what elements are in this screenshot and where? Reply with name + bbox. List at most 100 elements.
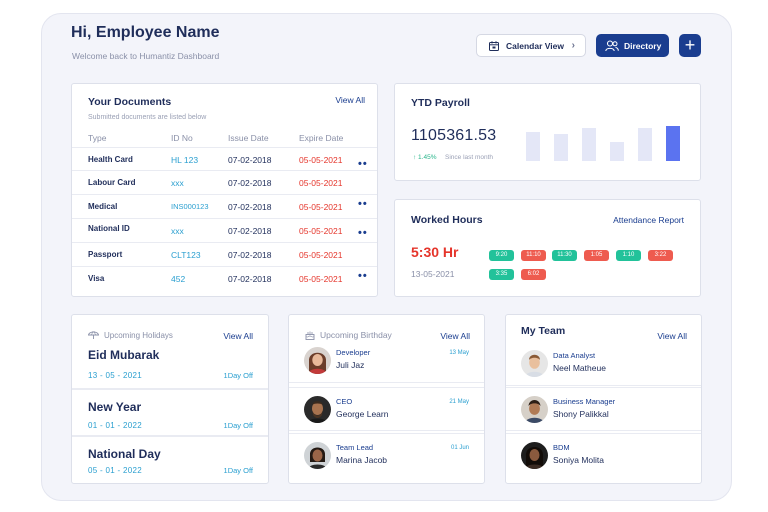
payroll-bar <box>610 142 624 161</box>
holidays-view-all-link[interactable]: View All <box>223 331 253 341</box>
worked-hours-date: 13-05-2021 <box>411 269 455 279</box>
table-row[interactable]: Passport CLT123 07-02-2018 05-05-2021 <box>72 243 377 267</box>
doc-issue-date: 07-02-2018 <box>228 274 272 284</box>
list-item[interactable]: Developer Juli Jaz 13 May <box>289 339 484 383</box>
avatar <box>521 350 548 377</box>
doc-expire-date: 05-05-2021 <box>299 226 343 236</box>
doc-id: HL 123 <box>171 155 199 165</box>
more-options-icon[interactable]: •• <box>358 198 368 210</box>
time-pill: 3:35 <box>489 269 514 280</box>
payroll-change: ↑ 1.45% <box>413 154 437 161</box>
list-item[interactable]: New Year 01 - 01 - 2022 1Day Off <box>72 389 268 436</box>
time-pill: 6:02 <box>521 269 546 280</box>
page-subtitle: Welcome back to Humantiz Dashboard <box>72 51 220 61</box>
holiday-name: National Day <box>88 447 161 461</box>
avatar <box>304 396 331 423</box>
holiday-duration: 1Day Off <box>223 466 253 475</box>
table-row[interactable]: Visa 452 07-02-2018 05-05-2021 •• <box>72 267 377 291</box>
doc-id: xxx <box>171 178 184 188</box>
doc-issue-date: 07-02-2018 <box>228 250 272 260</box>
time-pill: 1:10 <box>616 250 641 261</box>
team-title: My Team <box>521 325 566 337</box>
documents-subtitle: Submitted documents are listed below <box>88 114 207 121</box>
column-header-id: ID No <box>171 133 193 143</box>
table-row[interactable]: Medical INS000123 07-02-2018 05-05-2021 … <box>72 195 377 219</box>
person-role: CEO <box>336 397 353 406</box>
person-role: BDM <box>553 443 570 452</box>
list-item[interactable]: BDM Soniya Molita <box>506 433 701 477</box>
worked-hours-card: Worked Hours Attendance Report 5:30 Hr 1… <box>394 199 701 297</box>
time-pill: 1:05 <box>584 250 609 261</box>
holidays-title-row: Upcoming Holidays <box>88 330 173 340</box>
column-header-expire-date: Expire Date <box>299 133 344 143</box>
add-button[interactable]: + <box>679 34 701 57</box>
doc-expire-date: 05-05-2021 <box>299 178 343 188</box>
avatar <box>304 347 331 374</box>
list-item[interactable]: Business Manager Shony Palikkal <box>506 387 701 431</box>
documents-title: Your Documents <box>88 96 172 108</box>
list-item[interactable]: Team Lead Marina Jacob 01 Jun <box>289 433 484 477</box>
chevron-right-icon: › <box>571 40 575 51</box>
birthday-date: 01 Jun <box>450 445 469 451</box>
avatar <box>304 442 331 469</box>
cake-icon <box>305 331 315 340</box>
calendar-icon <box>489 40 499 51</box>
doc-type: Passport <box>88 250 123 259</box>
users-icon <box>605 39 619 51</box>
holiday-duration: 1Day Off <box>223 421 253 430</box>
time-pill: 11:30 <box>552 250 577 261</box>
table-row[interactable]: Labour Card xxx 07-02-2018 05-05-2021 <box>72 171 377 195</box>
avatar <box>521 396 548 423</box>
doc-issue-date: 07-02-2018 <box>228 155 272 165</box>
documents-card: Your Documents View All Submitted docume… <box>71 83 378 297</box>
payroll-bar <box>582 128 596 161</box>
documents-view-all-link[interactable]: View All <box>335 95 365 105</box>
directory-label: Directory <box>624 40 662 51</box>
column-header-issue-date: Issue Date <box>228 133 269 143</box>
holiday-duration: 1Day Off <box>223 371 253 380</box>
page-title: Hi, Employee Name <box>71 24 220 41</box>
directory-button[interactable]: Directory <box>596 34 669 57</box>
person-name: Soniya Molita <box>553 455 605 465</box>
more-options-icon[interactable]: •• <box>358 270 368 282</box>
more-options-icon[interactable]: •• <box>358 227 368 239</box>
person-name: George Learn <box>336 409 389 419</box>
doc-expire-date: 05-05-2021 <box>299 274 343 284</box>
payroll-bar <box>666 126 680 161</box>
person-role: Data Analyst <box>553 351 596 360</box>
list-item[interactable]: CEO George Learn 21 May <box>289 387 484 431</box>
payroll-card: YTD Payroll 1105361.53 ↑ 1.45% Since las… <box>394 83 701 181</box>
holidays-card: Upcoming Holidays View All Eid Mubarak 1… <box>71 314 269 484</box>
person-name: Neel Matheue <box>553 363 606 373</box>
calendar-view-label: Calendar View <box>506 40 564 51</box>
avatar <box>521 442 548 469</box>
birthday-date: 21 May <box>449 399 469 405</box>
payroll-bar <box>638 128 652 161</box>
person-role: Team Lead <box>336 443 374 452</box>
table-row[interactable]: National ID xxx 07-02-2018 05-05-2021 •• <box>72 219 377 243</box>
more-options-icon[interactable]: •• <box>358 158 368 170</box>
payroll-bar <box>526 132 540 161</box>
birthday-date: 13 May <box>449 350 469 356</box>
doc-type: Medical <box>88 202 118 211</box>
holiday-date: 13 - 05 - 2021 <box>88 371 143 380</box>
doc-type: Health Card <box>88 155 133 164</box>
list-item[interactable]: Data Analyst Neel Matheue <box>506 342 701 386</box>
attendance-report-link[interactable]: Attendance Report <box>613 215 684 225</box>
holidays-title: Upcoming Holidays <box>104 330 173 340</box>
birthday-view-all-link[interactable]: View All <box>440 331 470 341</box>
doc-type: Visa <box>88 274 105 283</box>
umbrella-icon <box>88 331 99 339</box>
doc-id: xxx <box>171 226 184 236</box>
doc-expire-date: 05-05-2021 <box>299 155 343 165</box>
holiday-date: 05 - 01 - 2022 <box>88 466 143 475</box>
doc-id: 452 <box>171 274 186 284</box>
list-item[interactable]: Eid Mubarak 13 - 05 - 2021 1Day Off <box>72 342 268 389</box>
worked-hours-total: 5:30 Hr <box>411 244 459 260</box>
team-view-all-link[interactable]: View All <box>657 331 687 341</box>
table-row[interactable]: Health Card HL 123 07-02-2018 05-05-2021… <box>72 147 377 171</box>
doc-type: National ID <box>88 224 130 233</box>
list-item[interactable]: National Day 05 - 01 - 2022 1Day Off <box>72 436 268 483</box>
time-pill: 3:22 <box>648 250 673 261</box>
calendar-view-button[interactable]: Calendar View › <box>476 34 586 57</box>
